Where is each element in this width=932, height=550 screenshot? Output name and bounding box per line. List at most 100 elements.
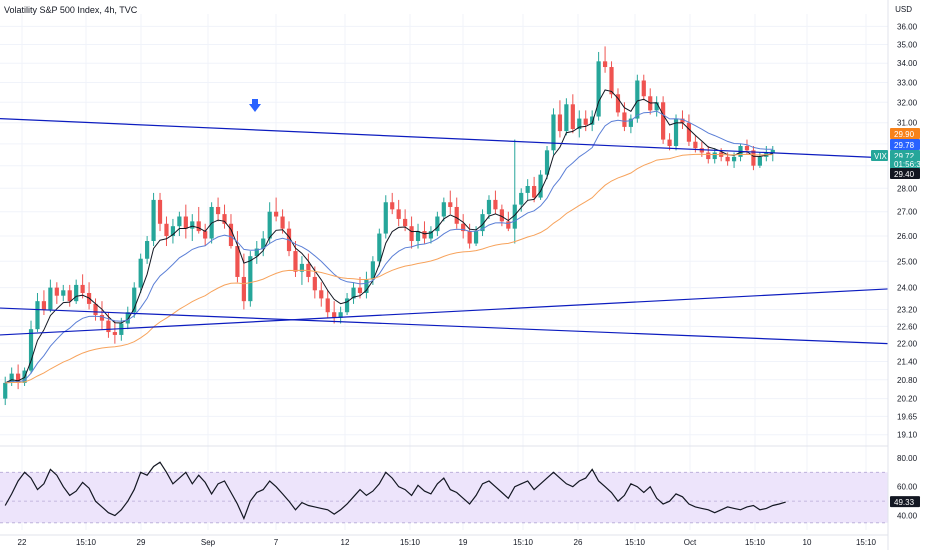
- price-badge: [890, 168, 920, 179]
- down-arrow-icon: [249, 99, 261, 112]
- candle-body: [435, 216, 440, 232]
- time-tick-label: 15:10: [513, 538, 534, 547]
- candle-body: [428, 231, 434, 239]
- trendline: [0, 117, 889, 159]
- currency-label: USD: [895, 5, 912, 14]
- price-tick-label: 20.80: [897, 376, 918, 385]
- candle-body: [686, 122, 692, 142]
- trendline: [0, 288, 889, 336]
- candle-body: [641, 80, 646, 97]
- time-tick-label: 12: [341, 538, 350, 547]
- candle-body: [635, 80, 640, 119]
- time-tick-label: 22: [18, 538, 27, 547]
- price-tick-label: 31.00: [897, 119, 918, 128]
- candle-body: [151, 199, 156, 242]
- candle-body: [661, 102, 666, 140]
- candle-body: [409, 226, 414, 242]
- price-tick-label: 22.00: [897, 340, 918, 349]
- candle-body: [41, 301, 47, 310]
- trendline: [0, 307, 889, 345]
- candle-body: [448, 202, 453, 207]
- price-tick-label: 19.10: [897, 431, 918, 440]
- candle-body: [164, 223, 169, 237]
- candle-body: [319, 290, 324, 299]
- down-arrow-shape: [249, 99, 261, 112]
- candle-body: [519, 192, 524, 205]
- time-tick-label: 29: [137, 538, 146, 547]
- time-axis[interactable]: 22 15:10 29 Sep 7 12 15:10 19 15:10 26 15:10 Oct 15:…: [0, 534, 888, 547]
- candle-body: [654, 102, 659, 111]
- candle-body: [196, 221, 201, 232]
- candle-body: [493, 199, 498, 210]
- candle-body: [454, 206, 459, 224]
- ema-fast-line: [4, 89, 773, 384]
- candle-body: [396, 209, 401, 219]
- candle-body: [67, 290, 72, 302]
- candle-body: [157, 199, 163, 224]
- candle-body: [332, 312, 337, 318]
- candle-body: [383, 202, 388, 234]
- time-tick-label: 15:10: [625, 538, 646, 547]
- candle-body: [183, 216, 188, 229]
- candle-body: [467, 231, 472, 244]
- candle-body: [564, 104, 569, 132]
- ema-slow-line: [5, 153, 773, 384]
- candle-body: [248, 256, 253, 302]
- candle-body: [261, 238, 266, 249]
- candle-body: [673, 118, 679, 147]
- candle-body: [254, 248, 259, 257]
- price-tick-label: 33.00: [897, 78, 918, 87]
- candle-body: [706, 152, 711, 160]
- candles: [3, 46, 775, 406]
- candle-body: [473, 231, 479, 244]
- candle-body: [215, 206, 221, 215]
- candle-body: [241, 276, 246, 302]
- price-tick-label: 32.00: [897, 98, 918, 107]
- candle-body: [551, 114, 556, 151]
- candle-body: [28, 329, 34, 371]
- price-tick-label: 23.20: [897, 305, 918, 314]
- price-tick-label: 35.00: [897, 41, 918, 50]
- candle-body: [293, 251, 298, 272]
- rsi-band-fill: [0, 472, 888, 523]
- price-badge-label: 29.40: [894, 170, 915, 179]
- candle-body: [299, 263, 305, 272]
- candle-body: [422, 231, 427, 239]
- candle-body: [93, 303, 98, 316]
- price-tick-label: 36.00: [897, 22, 918, 31]
- candle-body: [145, 241, 150, 259]
- candle-body: [577, 118, 582, 129]
- candle-body: [80, 284, 85, 293]
- candle-body: [615, 94, 621, 113]
- price-badge-label: 29.72: [894, 152, 915, 161]
- candle-body: [267, 211, 272, 239]
- candle-body: [731, 156, 737, 162]
- candle-body: [235, 246, 240, 277]
- candle-body: [667, 139, 672, 147]
- candle-body: [512, 204, 517, 229]
- rsi-band: [0, 471, 888, 524]
- time-tick-label: 7: [274, 538, 279, 547]
- candle-body: [222, 214, 227, 224]
- candle-body: [344, 298, 350, 313]
- candle-body: [364, 279, 369, 293]
- candle-body: [499, 209, 504, 222]
- price-tick-label: 22.60: [897, 322, 918, 331]
- candle-body: [106, 320, 111, 333]
- time-tick-label: 26: [574, 538, 583, 547]
- price-badge-label: 29.90: [894, 130, 915, 139]
- price-axis[interactable]: 36.0035.0034.0033.0032.0031.0030.0029.00…: [887, 0, 918, 550]
- price-badge-label: 29.78: [894, 141, 915, 150]
- rsi-tick-label: 40.00: [897, 512, 918, 521]
- candle-body: [35, 301, 40, 330]
- symbol-tag: [871, 150, 888, 161]
- candle-body: [99, 315, 105, 321]
- candle-body: [486, 199, 492, 215]
- candle-body: [609, 67, 614, 95]
- candle-body: [138, 258, 143, 288]
- price-badge: [890, 139, 920, 150]
- candle-body: [403, 218, 408, 227]
- candle-body: [525, 186, 530, 193]
